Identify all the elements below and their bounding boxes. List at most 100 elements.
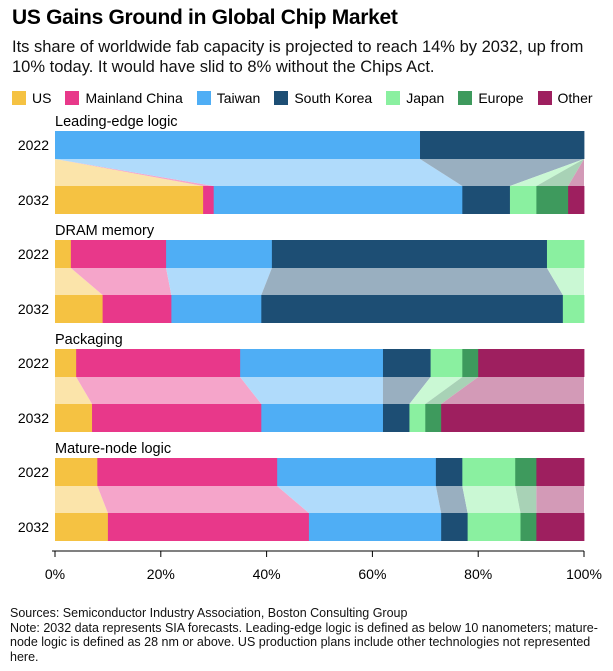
bar-leading-edge-logic-2032-europe bbox=[536, 186, 569, 214]
legend: US Mainland China Taiwan South Korea Jap… bbox=[12, 90, 607, 106]
band-packaging-japan bbox=[409, 377, 463, 404]
bar-mature-node-logic-2032-mainland-china bbox=[107, 513, 310, 541]
legend-swatch-taiwan bbox=[196, 91, 211, 105]
band-mature-node-logic-us bbox=[55, 486, 108, 513]
bar-mature-node-logic-2022-europe bbox=[515, 458, 537, 486]
bar-mature-node-logic-2032-europe bbox=[520, 513, 537, 541]
band-leading-edge-logic-mainland-china bbox=[55, 159, 214, 186]
bar-leading-edge-logic-2022-south-korea bbox=[420, 131, 585, 159]
bar-packaging-2032-japan bbox=[409, 404, 426, 432]
band-packaging-other bbox=[441, 377, 584, 404]
x-tick-label-1: 20% bbox=[147, 566, 175, 582]
bar-mature-node-logic-2032-other bbox=[536, 513, 585, 541]
band-mature-node-logic-mainland-china bbox=[97, 486, 309, 513]
legend-label-taiwan: Taiwan bbox=[216, 90, 261, 106]
bar-dram-memory-2032-south-korea bbox=[261, 295, 564, 323]
legend-swatch-other bbox=[537, 91, 552, 105]
panel-title-dram-memory: DRAM memory bbox=[55, 223, 155, 239]
chart-subtitle: Its share of worldwide fab capacity is p… bbox=[12, 38, 584, 76]
bar-dram-memory-2022-mainland-china bbox=[70, 240, 167, 268]
legend-item-europe: Europe bbox=[458, 90, 524, 106]
panel-title-packaging: Packaging bbox=[55, 332, 123, 348]
year-label-leading-edge-logic-2022: 2022 bbox=[18, 137, 49, 153]
bar-leading-edge-logic-2032-taiwan bbox=[213, 186, 463, 214]
band-mature-node-logic-south-korea bbox=[435, 486, 468, 513]
legend-label-us: US bbox=[32, 90, 52, 106]
bar-dram-memory-2032-japan bbox=[562, 295, 585, 323]
bar-packaging-2032-mainland-china bbox=[92, 404, 262, 432]
legend-swatch-mainland-china bbox=[65, 91, 80, 105]
legend-label-japan: Japan bbox=[406, 90, 445, 106]
legend-item-japan: Japan bbox=[386, 90, 444, 106]
legend-item-south-korea: South Korea bbox=[274, 90, 372, 106]
legend-swatch-south-korea bbox=[274, 91, 289, 105]
x-tick-label-4: 80% bbox=[464, 566, 492, 582]
band-leading-edge-logic-other bbox=[568, 159, 584, 186]
band-packaging-south-korea bbox=[382, 377, 431, 404]
bar-mature-node-logic-2032-us bbox=[55, 513, 109, 541]
bar-dram-memory-2022-south-korea bbox=[271, 240, 548, 268]
band-packaging-europe bbox=[425, 377, 479, 404]
band-mature-node-logic-other bbox=[536, 486, 584, 513]
bar-dram-memory-2022-japan bbox=[546, 240, 585, 268]
year-label-packaging-2032: 2032 bbox=[18, 410, 49, 426]
chart-title: US Gains Ground in Global Chip Market bbox=[12, 6, 398, 29]
footer: Sources: Semiconductor Industry Associat… bbox=[10, 606, 608, 664]
band-packaging-mainland-china bbox=[76, 377, 262, 404]
bar-dram-memory-2022-taiwan bbox=[166, 240, 273, 268]
band-leading-edge-logic-south-korea bbox=[420, 159, 584, 186]
legend-item-us: US bbox=[12, 90, 51, 106]
band-mature-node-logic-europe bbox=[515, 486, 537, 513]
bar-dram-memory-2022-us bbox=[55, 240, 72, 268]
band-leading-edge-logic-japan bbox=[509, 159, 584, 186]
bar-leading-edge-logic-2032-japan bbox=[509, 186, 537, 214]
bar-packaging-2022-us bbox=[55, 349, 77, 377]
year-label-packaging-2022: 2022 bbox=[18, 355, 49, 371]
legend-item-mainland-china: Mainland China bbox=[65, 90, 183, 106]
x-tick-label-2: 40% bbox=[253, 566, 281, 582]
bar-mature-node-logic-2022-japan bbox=[462, 458, 516, 486]
bar-packaging-2022-south-korea bbox=[382, 349, 431, 377]
legend-item-other: Other bbox=[537, 90, 593, 106]
bar-packaging-2022-europe bbox=[462, 349, 479, 377]
panel-title-mature-node-logic: Mature-node logic bbox=[55, 441, 171, 457]
year-label-mature-node-logic-2032: 2032 bbox=[18, 519, 49, 535]
bar-mature-node-logic-2032-south-korea bbox=[441, 513, 469, 541]
year-label-dram-memory-2022: 2022 bbox=[18, 246, 49, 262]
band-dram-memory-us bbox=[55, 268, 103, 295]
legend-swatch-japan bbox=[386, 91, 401, 105]
bar-packaging-2032-europe bbox=[425, 404, 442, 432]
year-label-mature-node-logic-2022: 2022 bbox=[18, 464, 49, 480]
x-tick-label-5: 100% bbox=[566, 566, 602, 582]
bar-mature-node-logic-2022-us bbox=[55, 458, 98, 486]
x-tick-label-3: 60% bbox=[358, 566, 386, 582]
sources-note: Sources: Semiconductor Industry Associat… bbox=[10, 606, 408, 620]
legend-item-taiwan: Taiwan bbox=[196, 90, 261, 106]
bar-mature-node-logic-2032-taiwan bbox=[308, 513, 442, 541]
band-dram-memory-taiwan bbox=[166, 268, 272, 295]
bar-dram-memory-2032-us bbox=[55, 295, 104, 323]
band-packaging-us bbox=[55, 377, 93, 404]
bar-leading-edge-logic-2032-us bbox=[55, 186, 204, 214]
bar-packaging-2022-japan bbox=[430, 349, 463, 377]
bar-packaging-2022-mainland-china bbox=[76, 349, 241, 377]
band-mature-node-logic-taiwan bbox=[277, 486, 442, 513]
legend-label-mainland-china: Mainland China bbox=[85, 90, 183, 106]
bar-leading-edge-logic-2032-mainland-china bbox=[203, 186, 215, 214]
bar-mature-node-logic-2022-mainland-china bbox=[97, 458, 278, 486]
year-label-dram-memory-2032: 2032 bbox=[18, 301, 49, 317]
stacked-bar-chart: Leading-edge logic 2022 2032 DRAM memory 202… bbox=[18, 114, 602, 582]
bar-mature-node-logic-2032-japan bbox=[467, 513, 521, 541]
bar-leading-edge-logic-2022-taiwan bbox=[55, 131, 421, 159]
bar-leading-edge-logic-2032-south-korea bbox=[462, 186, 511, 214]
legend-swatch-europe bbox=[458, 91, 473, 105]
bar-packaging-2032-taiwan bbox=[261, 404, 384, 432]
bar-packaging-2032-south-korea bbox=[382, 404, 410, 432]
panel-title-leading-edge-logic: Leading-edge logic bbox=[55, 114, 178, 130]
bar-packaging-2022-other bbox=[478, 349, 585, 377]
band-dram-memory-japan bbox=[546, 268, 584, 295]
bar-dram-memory-2032-taiwan bbox=[171, 295, 262, 323]
band-leading-edge-logic-taiwan bbox=[55, 159, 463, 186]
legend-swatch-us bbox=[12, 91, 26, 105]
legend-label-other: Other bbox=[557, 90, 593, 106]
